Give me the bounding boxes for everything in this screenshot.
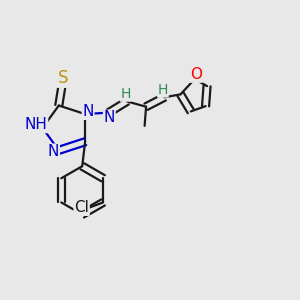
Text: O: O [190,67,202,82]
Text: N: N [82,104,94,119]
Text: H: H [120,87,131,101]
Text: Cl: Cl [74,200,89,215]
Text: S: S [58,69,68,87]
Text: H: H [158,83,168,97]
Text: NH: NH [25,118,47,133]
Text: N: N [103,110,115,125]
Text: N: N [48,144,59,159]
